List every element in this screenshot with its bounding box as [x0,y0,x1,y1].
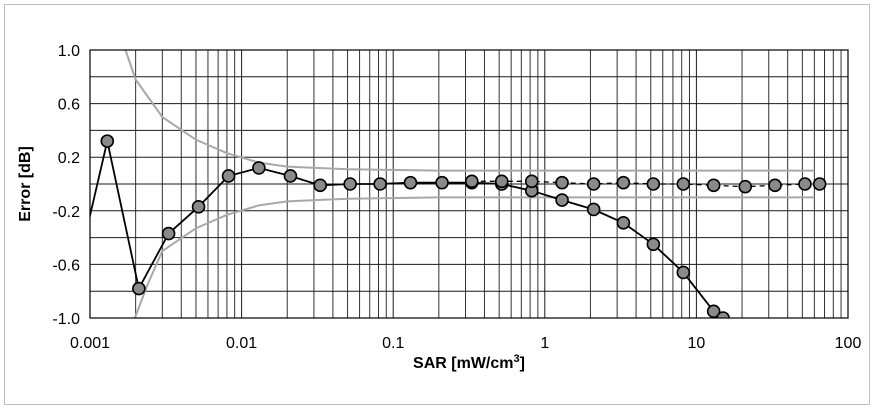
data-point [465,174,479,189]
uncertainty-bound-line [124,50,815,172]
data-point [191,199,206,214]
y-axis-ticks: 1.0 0.6 0.2 -0.2 -0.6 -1.0 [52,43,80,328]
data-point [616,216,631,230]
chart-frame [4,4,870,405]
uncertainty-bound-line [133,196,815,318]
y-tick-label: -0.2 [52,204,80,221]
data-point [738,179,753,194]
data-point [616,175,631,190]
y-tick-label: 0.6 [58,97,80,114]
data-point [586,202,601,217]
plot-area [89,49,849,319]
data-point [100,134,115,148]
data-point [646,177,661,191]
y-axis-title: Error [dB] [17,146,34,222]
data-point [161,226,176,241]
data-point [435,175,449,190]
x-axis-ticks: 0.001 0.01 0.1 1 10 100 [70,335,861,352]
x-tick-label: 0.01 [226,335,257,352]
data-point [706,178,721,193]
data-point [221,169,236,183]
data-point [283,169,298,183]
data-point [716,311,730,318]
y-tick-label: -1.0 [52,311,80,328]
y-tick-label: 1.0 [58,43,80,60]
x-tick-label: 10 [688,335,706,352]
data-point [798,177,812,191]
data-point [676,265,691,280]
data-point [586,177,601,191]
x-tick-label: 100 [835,335,862,352]
data-point [343,177,357,191]
data-point [555,175,569,190]
y-tick-label: -0.6 [52,257,80,274]
data-point [768,178,782,193]
x-tick-label: 1 [540,335,549,352]
data-point [706,304,721,318]
x-tick-label: 0.001 [70,335,110,352]
data-point [373,177,387,191]
data-point [812,177,827,191]
uncertainty-bounds [124,50,815,318]
data-point [313,178,328,193]
y-tick-label: 0.2 [58,150,80,167]
x-axis-title: SAR [mW/cm3] [413,353,525,372]
data-point [524,174,539,189]
data-point [494,174,509,189]
data-point [132,281,146,296]
data-point [646,237,661,252]
x-tick-label: 0.1 [382,335,404,352]
data-point [403,175,418,190]
data-point [252,161,266,175]
data-series [90,134,827,318]
data-point [555,193,569,207]
data-point [676,177,691,191]
